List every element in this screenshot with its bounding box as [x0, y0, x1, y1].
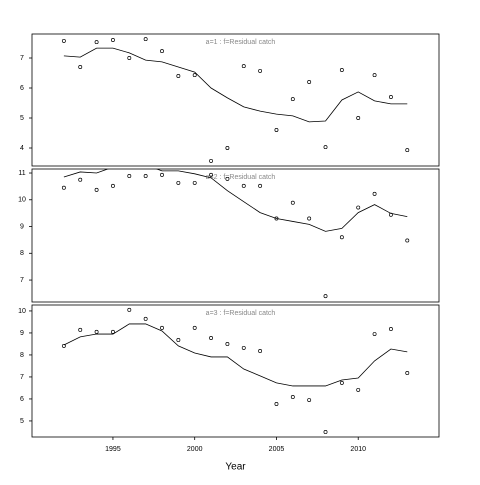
point — [61, 185, 66, 190]
point — [372, 332, 377, 336]
point — [274, 128, 279, 132]
point — [356, 116, 361, 120]
point — [372, 191, 377, 196]
point — [258, 183, 263, 188]
point — [307, 80, 312, 84]
y-tick-label: 9 — [20, 330, 24, 337]
x-tick-label: 2005 — [269, 446, 285, 453]
y-tick-label: 5 — [20, 418, 24, 425]
point — [307, 216, 312, 221]
point — [405, 371, 410, 375]
point — [78, 177, 83, 182]
fit-line — [63, 323, 408, 387]
point — [356, 205, 361, 210]
point — [209, 158, 214, 163]
panel-title: a=1 : f=Residual catch — [206, 39, 276, 46]
point — [372, 73, 377, 78]
x-tick-label: 2000 — [187, 446, 203, 453]
x-tick-label: 1995 — [105, 446, 121, 453]
y-tick-label: 9 — [20, 223, 24, 230]
point — [143, 174, 148, 178]
point — [160, 325, 164, 330]
x-tick-label: 2010 — [350, 446, 366, 453]
point — [307, 398, 312, 402]
point — [127, 56, 132, 60]
point — [176, 74, 181, 78]
point — [274, 402, 279, 406]
point — [290, 395, 295, 399]
point — [258, 68, 263, 73]
y-tick-label: 10 — [18, 308, 26, 315]
point — [290, 200, 295, 205]
x-axis-label: Year — [225, 462, 246, 473]
point — [127, 307, 132, 312]
y-tick-label: 8 — [20, 352, 24, 359]
point — [110, 329, 115, 334]
fit-line — [63, 47, 408, 123]
point — [192, 180, 197, 185]
point — [78, 327, 83, 332]
point — [110, 183, 115, 188]
point — [323, 429, 328, 434]
point — [143, 316, 148, 321]
y-tick-label: 7 — [20, 55, 24, 62]
point — [127, 174, 132, 178]
point — [225, 176, 230, 181]
point — [192, 325, 197, 330]
y-tick-label: 6 — [20, 396, 24, 403]
point — [94, 40, 99, 45]
point — [323, 294, 328, 299]
point — [225, 341, 230, 346]
y-tick-label: 8 — [20, 250, 24, 257]
point — [241, 345, 246, 350]
point — [160, 49, 164, 54]
y-tick-label: 6 — [20, 85, 24, 92]
plot-area — [61, 169, 410, 299]
y-tick-label: 10 — [18, 197, 26, 204]
point — [323, 145, 328, 150]
point — [61, 38, 66, 43]
point — [290, 97, 295, 102]
panel-title: a=2 : f=Residual catch — [206, 174, 276, 181]
point — [94, 187, 99, 192]
point — [209, 336, 214, 340]
point — [388, 95, 393, 99]
y-tick-label: 7 — [20, 374, 24, 381]
point — [209, 172, 214, 177]
point — [110, 38, 115, 42]
point — [339, 235, 344, 240]
panel-frame — [31, 168, 440, 303]
point — [225, 146, 230, 150]
point — [176, 180, 181, 185]
fit-line — [63, 169, 408, 232]
plot-area — [61, 37, 410, 163]
y-tick-label: 11 — [18, 170, 25, 177]
point — [405, 238, 410, 243]
point — [258, 349, 263, 353]
y-tick-label: 7 — [20, 277, 24, 284]
point — [241, 64, 246, 69]
y-tick-label: 4 — [20, 145, 24, 152]
point — [241, 183, 246, 188]
panel-frame — [31, 33, 440, 167]
point — [78, 65, 83, 69]
point — [339, 68, 344, 72]
point — [143, 37, 148, 42]
panel-frame — [31, 304, 440, 438]
point — [356, 387, 361, 392]
point — [192, 73, 197, 78]
point — [94, 329, 99, 334]
plot-area — [61, 307, 410, 434]
y-tick-label: 5 — [20, 115, 24, 122]
point — [176, 338, 181, 342]
point — [388, 327, 393, 331]
point — [405, 148, 410, 153]
panel-title: a=3 : f=Residual catch — [206, 310, 276, 317]
point — [339, 380, 344, 385]
point — [61, 343, 66, 348]
point — [160, 172, 164, 177]
